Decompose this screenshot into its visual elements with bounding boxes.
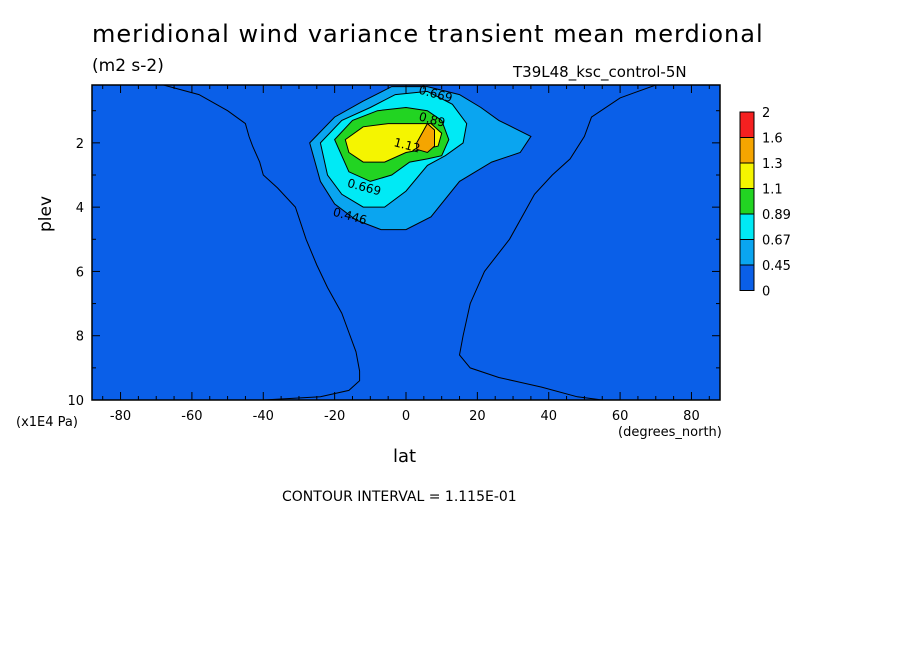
y-axis-label: plev bbox=[36, 195, 56, 232]
x-tick-label: 0 bbox=[402, 409, 410, 424]
contour-line-1 bbox=[458, 84, 720, 401]
colorbar-label: 0.45 bbox=[762, 259, 791, 274]
colorbar-label: 0.89 bbox=[762, 208, 791, 223]
fill-band-4 bbox=[416, 122, 435, 154]
colorbar-swatch bbox=[739, 137, 755, 164]
x-tick-label: -40 bbox=[253, 409, 274, 424]
colorbar-label: 2 bbox=[762, 106, 770, 121]
y-tick-label: 8 bbox=[76, 330, 84, 345]
contour-label: 0.89 bbox=[417, 109, 446, 129]
contour-lines bbox=[92, 84, 720, 401]
x-tick-label: 40 bbox=[540, 409, 557, 424]
y-tick-label: 4 bbox=[76, 201, 84, 216]
y-tick-label: 2 bbox=[76, 137, 84, 152]
fill-band-3 bbox=[344, 123, 443, 163]
contour-fills bbox=[92, 85, 720, 400]
x-tick-label: -80 bbox=[110, 409, 131, 424]
colorbar-swatch bbox=[739, 162, 755, 189]
chart-title: meridional wind variance transient mean … bbox=[92, 20, 764, 48]
colorbar-label: 1.1 bbox=[762, 183, 783, 198]
colorbar-label: 1.6 bbox=[762, 132, 783, 147]
y-tick-label: 10 bbox=[67, 394, 84, 409]
x-tick-label: -20 bbox=[324, 409, 345, 424]
run-label: T39L48_ksc_control-5N bbox=[513, 63, 687, 81]
colorbar-label: 1.3 bbox=[762, 157, 783, 172]
contour-interval: CONTOUR INTERVAL = 1.115E-01 bbox=[282, 489, 517, 505]
x-tick-label: -60 bbox=[181, 409, 202, 424]
contour-line-0 bbox=[92, 84, 361, 401]
axis-ticks: -80 -60 -40 -20 0 20 40 60 80 2 4 6 8 10 bbox=[67, 85, 720, 424]
y-axis-units: (x1E4 Pa) bbox=[16, 415, 78, 430]
colorbar-swatch bbox=[739, 264, 755, 291]
colorbar-swatch bbox=[739, 111, 755, 138]
colorbar-swatch bbox=[739, 213, 755, 240]
contour-label: 1.12 bbox=[392, 135, 421, 155]
colorbar-swatch bbox=[739, 239, 755, 266]
x-tick-label: 60 bbox=[612, 409, 629, 424]
x-axis-label: lat bbox=[393, 446, 417, 467]
x-axis-units: (degrees_north) bbox=[618, 425, 722, 440]
x-tick-label: 80 bbox=[683, 409, 700, 424]
colorbar-label: 0 bbox=[762, 285, 770, 300]
colorbar: 0 0.45 0.67 0.89 1.1 1.3 1.6 2 bbox=[739, 106, 791, 300]
chart-units: (m2 s-2) bbox=[92, 56, 164, 76]
x-tick-label: 20 bbox=[469, 409, 486, 424]
y-tick-label: 6 bbox=[76, 265, 84, 280]
colorbar-swatch bbox=[739, 188, 755, 215]
colorbar-label: 0.67 bbox=[762, 234, 791, 249]
